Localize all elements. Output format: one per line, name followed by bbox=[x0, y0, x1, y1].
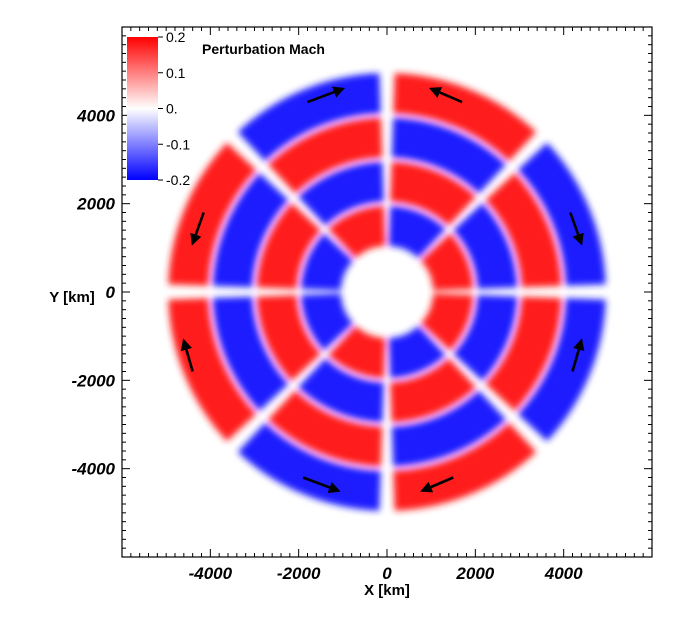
colorbar-tick-label: 0. bbox=[166, 101, 178, 117]
ring3-sector2 bbox=[391, 117, 507, 194]
ring1-sector1 bbox=[420, 233, 474, 291]
ring1-sector3 bbox=[328, 205, 386, 259]
x-tick-label: -2000 bbox=[277, 564, 321, 583]
colorbar-tick-label: -0.2 bbox=[166, 172, 190, 188]
flow-arrows bbox=[180, 86, 585, 493]
ring4-sector6 bbox=[237, 422, 381, 511]
ring2-sector8 bbox=[453, 295, 518, 381]
x-tick-label: 4000 bbox=[544, 564, 583, 583]
ring4-sector2 bbox=[393, 73, 537, 162]
ring3-sector4 bbox=[212, 172, 289, 288]
ring2-sector7 bbox=[390, 358, 476, 423]
ring3-sector8 bbox=[485, 296, 562, 412]
minor-ticks bbox=[121, 26, 653, 558]
ring1-sector5 bbox=[300, 293, 354, 351]
ring3-sector3 bbox=[267, 117, 383, 194]
flow-arrow-4 bbox=[569, 212, 584, 246]
ring3-sector6 bbox=[267, 390, 383, 467]
colorbar-tick-label: 0.2 bbox=[166, 29, 186, 45]
x-axis-title: X [km] bbox=[364, 582, 410, 599]
y-tick-label: 4000 bbox=[76, 106, 115, 125]
colorbar-ticks: 0.2 0.1 0. -0.1 -0.2 bbox=[158, 29, 190, 188]
ring2-sector6 bbox=[298, 358, 384, 423]
flow-arrow-6 bbox=[571, 338, 585, 372]
ring2-sector5 bbox=[256, 295, 321, 381]
x-tick-label: 0 bbox=[382, 564, 392, 583]
flow-arrow-3 bbox=[190, 212, 205, 246]
y-tick-label: -4000 bbox=[72, 460, 116, 479]
x-axis-ticks: -4000 -2000 0 2000 4000 bbox=[189, 564, 584, 583]
x-tick-label: -4000 bbox=[189, 564, 233, 583]
y-tick-label: -2000 bbox=[72, 371, 116, 390]
ring3-sector1 bbox=[485, 172, 562, 288]
y-tick-label: 2000 bbox=[76, 195, 115, 214]
flow-arrow-5 bbox=[180, 338, 194, 372]
y-tick-label: 0 bbox=[106, 283, 116, 302]
y-axis-title: Y [km] bbox=[49, 289, 95, 306]
colorbar-tick-label: 0.1 bbox=[166, 65, 186, 81]
heatmap-field bbox=[168, 73, 606, 511]
flow-arrow-2 bbox=[429, 87, 463, 104]
flow-arrow-1 bbox=[307, 86, 346, 104]
ring4-sector4 bbox=[168, 142, 257, 286]
ring2-sector4 bbox=[256, 203, 321, 289]
ring1-sector2 bbox=[388, 205, 446, 259]
ring2-sector3 bbox=[298, 161, 384, 226]
ring4-sector5 bbox=[168, 298, 257, 442]
colorbar-tick-label: -0.1 bbox=[166, 136, 190, 152]
flow-arrow-8 bbox=[420, 476, 454, 493]
colorbar-gradient bbox=[127, 37, 158, 180]
flow-arrow-7 bbox=[302, 476, 341, 493]
x-tick-label: 2000 bbox=[455, 564, 494, 583]
ring1-sector4 bbox=[300, 233, 354, 291]
plot-frame bbox=[121, 26, 653, 558]
ring2-sector2 bbox=[390, 161, 476, 226]
ring1-sector8 bbox=[420, 293, 474, 351]
ring1-sector7 bbox=[388, 325, 446, 379]
ring4-sector8 bbox=[517, 298, 606, 442]
ring3-sector5 bbox=[212, 296, 289, 412]
ring2-sector1 bbox=[453, 203, 518, 289]
ring4-sector1 bbox=[517, 142, 606, 286]
y-axis-ticks: 4000 2000 0 -2000 -4000 bbox=[72, 106, 116, 478]
colorbar-title: Perturbation Mach bbox=[202, 41, 325, 57]
ring1-sector6 bbox=[328, 325, 386, 379]
ring3-sector7 bbox=[391, 390, 507, 467]
